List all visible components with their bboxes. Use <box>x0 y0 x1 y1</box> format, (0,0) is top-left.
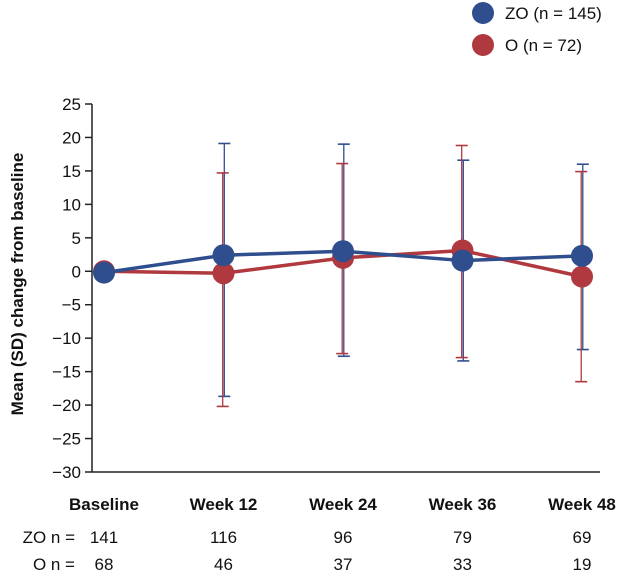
y-tick-label: 20 <box>62 128 81 147</box>
y-tick-label: −10 <box>52 329 81 348</box>
error-bars <box>216 142 589 408</box>
n-value: 79 <box>453 528 472 547</box>
legend-label-o: O (n = 72) <box>505 36 582 55</box>
n-value: 46 <box>214 555 233 574</box>
y-tick-label: 25 <box>62 95 81 114</box>
data-point-zo <box>212 244 235 267</box>
n-value: 33 <box>453 555 472 574</box>
x-category-label: Baseline <box>69 495 139 514</box>
n-value: 19 <box>573 555 592 574</box>
n-value: 141 <box>90 528 118 547</box>
legend: ZO (n = 145) O (n = 72) <box>472 2 602 56</box>
y-tick-label: 5 <box>72 229 81 248</box>
legend-marker-zo <box>472 2 494 24</box>
n-value: 37 <box>334 555 353 574</box>
y-tick-label: 0 <box>72 262 81 281</box>
data-point-zo <box>93 261 115 284</box>
data-point-zo <box>571 244 593 267</box>
y-axis-title: Mean (SD) change from baseline <box>8 153 27 416</box>
y-tick-label: −20 <box>52 396 81 415</box>
n-value: 68 <box>95 555 114 574</box>
y-tick-label: −15 <box>52 363 81 382</box>
x-category-label: Week 12 <box>190 495 258 514</box>
data-point-zo <box>451 249 474 272</box>
legend-label-zo: ZO (n = 145) <box>505 4 602 23</box>
legend-marker-o <box>472 34 494 56</box>
y-tick-label: 10 <box>62 195 81 214</box>
n-row-label: ZO n = <box>23 528 76 547</box>
y-tick-label: −30 <box>52 463 81 482</box>
axes: 25 20 15 10 5 0 −5 −10 −15 −20 −25 −30 Mean (SD) cha… <box>8 95 616 514</box>
n-value: 96 <box>334 528 353 547</box>
n-row-label: O n = <box>33 555 75 574</box>
y-tick-label: −25 <box>52 430 81 449</box>
data-point-o <box>571 265 593 288</box>
data-point-zo <box>332 240 354 263</box>
y-tick-label: 15 <box>62 162 81 181</box>
n-value: 116 <box>210 528 237 547</box>
x-category-label: Week 24 <box>309 495 377 514</box>
x-category-label: Week 48 <box>548 495 616 514</box>
data-point-o <box>212 262 235 285</box>
n-value: 69 <box>573 528 592 547</box>
data-points <box>93 239 593 288</box>
n-table: ZO n = 141 116 96 79 69 O n = 68 46 37 33 19 <box>23 528 592 574</box>
y-tick-label: −5 <box>62 296 81 315</box>
x-category-label: Week 36 <box>429 495 497 514</box>
